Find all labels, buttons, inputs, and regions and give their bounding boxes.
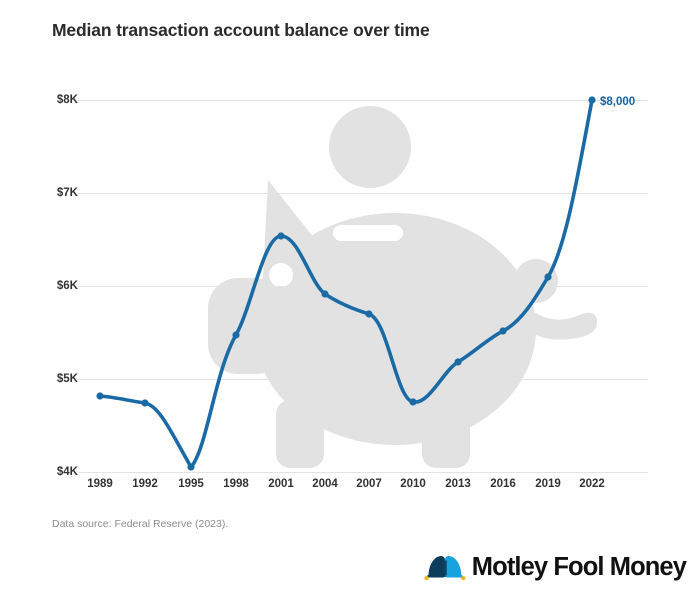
y-axis-tick-7k: $7K (56, 187, 78, 199)
x-axis-tick-2004: 2004 (312, 478, 338, 490)
x-axis-tick-1998: 1998 (223, 478, 249, 490)
data-point-markers (96, 96, 596, 471)
data-point (499, 327, 507, 335)
piggy-bank-watermark (208, 106, 598, 468)
data-point (277, 232, 285, 240)
data-point (321, 290, 329, 298)
data-point (454, 358, 462, 366)
data-point (409, 398, 417, 406)
brand-wordmark: Motley Fool Money (471, 553, 687, 582)
data-point (232, 331, 240, 339)
y-axis-tick-6k: $6K (56, 280, 78, 292)
data-point (141, 399, 149, 407)
x-axis-tick-2016: 2016 (490, 478, 516, 490)
final-value-annotation: $8,000 (600, 96, 636, 108)
y-axis-tick-8k: $8K (56, 94, 78, 106)
x-axis-tick-2007: 2007 (356, 478, 382, 490)
data-source-note: Data source: Federal Reserve (2023). (52, 518, 229, 530)
x-axis-tick-1995: 1995 (178, 478, 204, 490)
data-point (365, 310, 373, 318)
x-axis-tick-1989: 1989 (87, 478, 113, 490)
jester-cap-icon (424, 555, 466, 581)
data-point (96, 392, 104, 400)
y-axis-tick-5k: $5K (56, 373, 78, 385)
x-axis-tick-2010: 2010 (400, 478, 426, 490)
y-axis-tick-4k: $4K (56, 466, 78, 478)
page-title: Median transaction account balance over … (52, 20, 430, 40)
gridlines (78, 100, 648, 473)
x-axis-tick-2022: 2022 (579, 478, 605, 490)
brand-logo: Motley Fool Money (424, 543, 687, 593)
data-point (187, 463, 195, 471)
x-axis-tick-2013: 2013 (445, 478, 471, 490)
x-axis-tick-2001: 2001 (268, 478, 294, 490)
data-point-final (588, 96, 596, 104)
x-axis-tick-2019: 2019 (535, 478, 561, 490)
x-axis-tick-1992: 1992 (132, 478, 158, 490)
data-point (544, 273, 552, 281)
